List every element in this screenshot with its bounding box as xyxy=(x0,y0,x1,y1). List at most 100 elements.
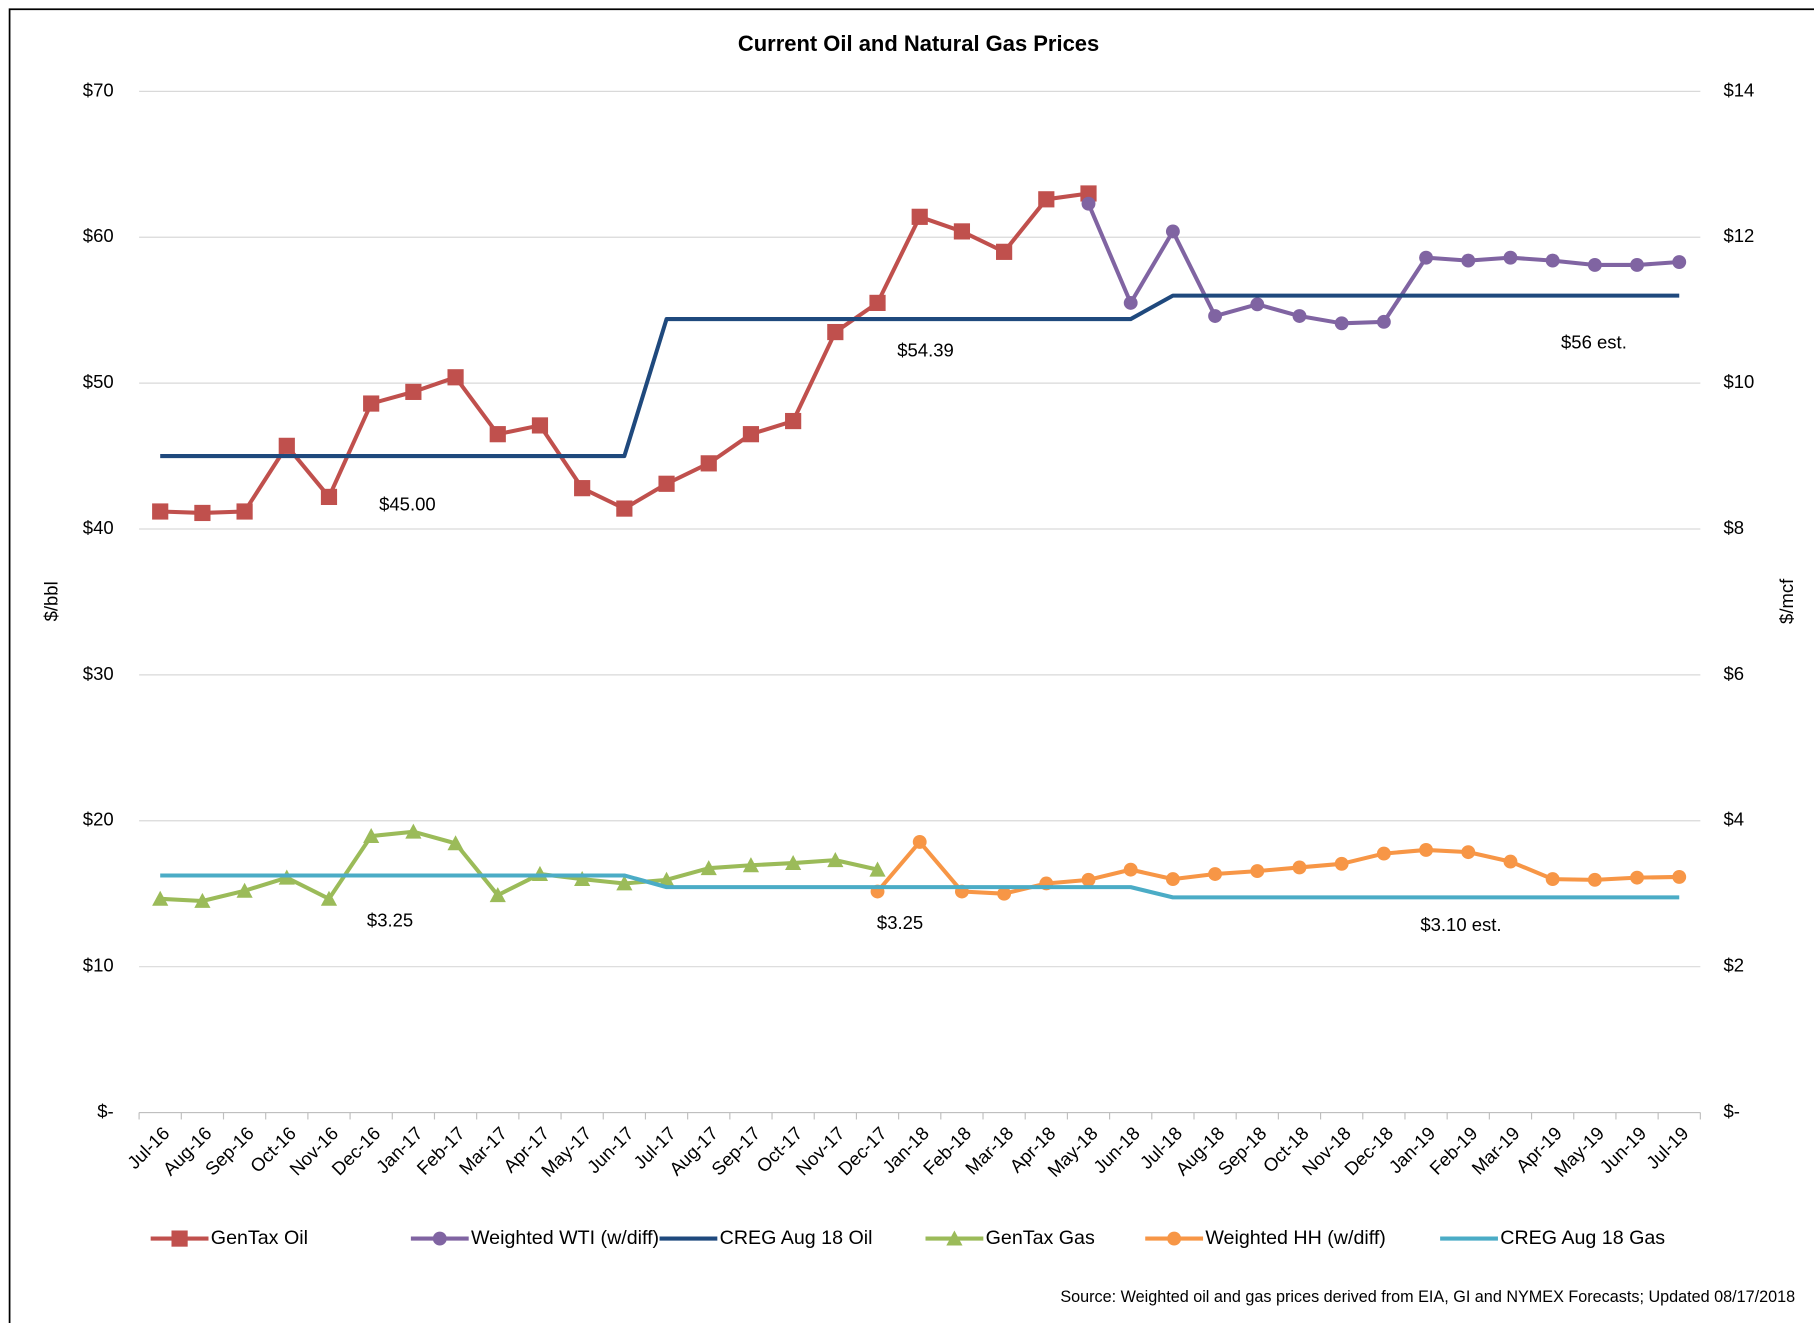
x-tick-label: Sep-18 xyxy=(1213,1122,1270,1179)
data-point xyxy=(953,223,971,240)
x-tick-label: Dec-17 xyxy=(834,1122,891,1179)
legend-marker xyxy=(946,1230,963,1246)
data-point xyxy=(363,395,380,412)
data-point xyxy=(1081,872,1096,887)
y-tick-label: $20 xyxy=(83,809,114,830)
x-tick-label: Sep-16 xyxy=(201,1122,258,1179)
series-line xyxy=(160,873,1680,900)
y-tick-label: $50 xyxy=(83,371,114,392)
legend-marker xyxy=(432,1231,447,1246)
data-point xyxy=(1461,253,1476,268)
annotation: $54.39 xyxy=(897,339,954,360)
legend-label: Weighted HH (w/diff) xyxy=(1205,1227,1385,1249)
y2-tick-label: $- xyxy=(1723,1100,1739,1121)
legend-label: GenTax Oil xyxy=(211,1227,308,1249)
annotation: $3.25 xyxy=(367,910,413,931)
data-point xyxy=(1123,295,1138,310)
data-point xyxy=(785,412,802,430)
data-point xyxy=(700,455,717,472)
y-tick-label: $60 xyxy=(83,225,114,246)
x-tick-label: Mar-19 xyxy=(1467,1122,1523,1178)
x-tick-label: Jun-19 xyxy=(1595,1122,1650,1177)
data-point xyxy=(1376,846,1391,861)
data-point xyxy=(1545,872,1560,887)
x-tick-label: Dec-16 xyxy=(327,1122,384,1179)
data-point xyxy=(236,882,253,898)
data-point xyxy=(869,861,886,877)
data-point xyxy=(489,887,506,903)
y-tick-label: $10 xyxy=(83,955,114,976)
data-point xyxy=(236,503,253,520)
data-point xyxy=(194,892,211,908)
data-point xyxy=(1419,250,1434,265)
y2-tick-label: $4 xyxy=(1723,809,1744,830)
data-point xyxy=(447,835,464,851)
data-point xyxy=(1587,872,1602,887)
y2-tick-label: $2 xyxy=(1723,955,1744,976)
data-point xyxy=(1292,309,1307,323)
data-point xyxy=(1630,870,1644,885)
y2-axis-label: $/mcf xyxy=(1776,578,1797,624)
data-point xyxy=(574,871,591,887)
legend-label: CREG Aug 18 Oil xyxy=(720,1227,873,1249)
data-point xyxy=(912,834,927,849)
data-point xyxy=(996,243,1013,260)
series-line xyxy=(875,839,1680,896)
x-tick-label: Jun-18 xyxy=(1089,1122,1144,1177)
legend-label: GenTax Gas xyxy=(986,1227,1095,1249)
data-point xyxy=(658,871,675,887)
data-point xyxy=(489,426,506,443)
data-point xyxy=(363,827,380,844)
y-tick-label: $40 xyxy=(83,517,114,538)
data-point xyxy=(1123,862,1138,877)
data-point xyxy=(447,369,464,386)
y-tick-label: $70 xyxy=(83,79,114,100)
data-point xyxy=(1080,185,1097,202)
data-point xyxy=(1081,196,1096,211)
data-point xyxy=(405,823,422,839)
data-point xyxy=(827,852,844,868)
data-point xyxy=(152,503,169,520)
y-axis-label: $/bbl xyxy=(40,581,61,621)
annotation: $3.10 est. xyxy=(1420,914,1501,935)
x-tick-label: Mar-17 xyxy=(455,1122,511,1178)
data-point xyxy=(1503,854,1518,869)
y-tick-label: $- xyxy=(97,1100,113,1121)
y2-tick-label: $14 xyxy=(1723,79,1754,100)
data-point xyxy=(1250,297,1265,312)
data-point xyxy=(1545,253,1560,268)
data-point xyxy=(405,383,422,400)
annotation: $45.00 xyxy=(379,493,436,514)
data-point xyxy=(320,890,338,906)
y2-tick-label: $12 xyxy=(1723,225,1754,246)
data-point xyxy=(1250,864,1265,879)
y2-tick-label: $6 xyxy=(1723,663,1744,684)
data-point xyxy=(616,875,633,891)
data-point xyxy=(658,475,675,492)
data-point xyxy=(1208,309,1223,323)
data-point xyxy=(531,417,549,434)
data-point xyxy=(194,504,211,522)
annotation: $3.25 xyxy=(877,912,923,933)
data-point xyxy=(574,480,591,497)
data-point xyxy=(911,208,928,225)
x-tick-label: Jun-17 xyxy=(583,1122,638,1177)
data-point xyxy=(869,294,886,311)
data-point xyxy=(1630,258,1644,272)
data-point xyxy=(1334,856,1349,871)
chart-border xyxy=(8,8,1814,1323)
x-tick-label: Jul-19 xyxy=(1642,1122,1692,1172)
data-point xyxy=(827,323,844,341)
data-point xyxy=(1165,224,1180,239)
legend-label: Weighted WTI (w/diff) xyxy=(471,1227,659,1249)
data-point xyxy=(616,500,633,517)
y2-tick-label: $8 xyxy=(1723,517,1744,538)
y-tick-label: $30 xyxy=(83,663,114,684)
data-point xyxy=(1503,250,1518,265)
x-tick-label: Mar-18 xyxy=(961,1122,1017,1178)
data-point xyxy=(1419,842,1434,857)
data-point xyxy=(997,886,1012,901)
data-point xyxy=(785,854,802,871)
legend-label: CREG Aug 18 Gas xyxy=(1500,1227,1665,1249)
